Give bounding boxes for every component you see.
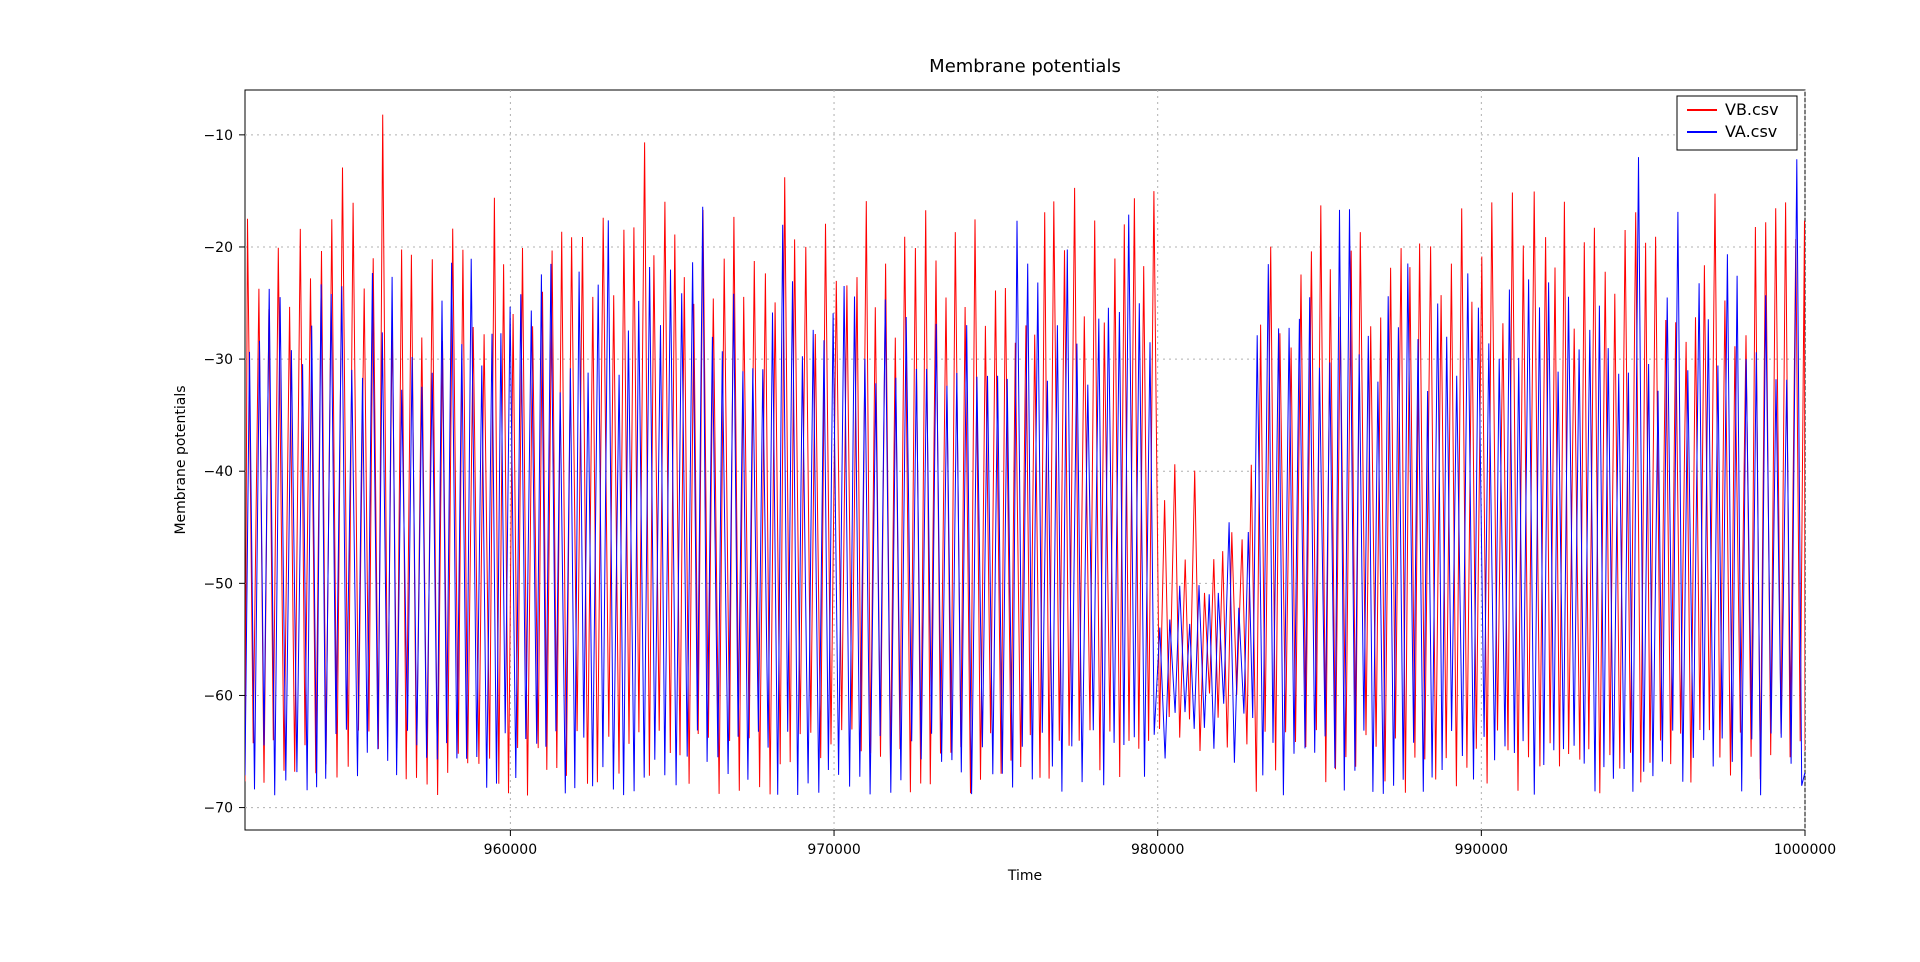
chart-title: Membrane potentials <box>929 56 1121 77</box>
y-tick-label: −10 <box>203 128 233 144</box>
y-tick-label: −60 <box>203 688 233 704</box>
x-tick-label: 960000 <box>484 842 537 858</box>
x-tick-label: 990000 <box>1455 842 1508 858</box>
chart-svg: 960000 970000 980000 990000 1000000 −70 −60 −50… <box>0 0 1920 962</box>
x-tick-label: 980000 <box>1131 842 1184 858</box>
y-tick-label: −20 <box>203 240 233 256</box>
y-axis-label: Membrane potentials <box>173 385 189 534</box>
y-tick-label: −30 <box>203 352 233 368</box>
legend-label: VB.csv <box>1725 100 1779 119</box>
y-tick-label: −40 <box>203 464 233 480</box>
x-tick-label: 1000000 <box>1774 842 1836 858</box>
y-tick-label: −70 <box>203 801 233 817</box>
y-tick-label: −50 <box>203 576 233 592</box>
x-axis-label: Time <box>1007 868 1042 884</box>
legend: VB.csv VA.csv <box>1677 96 1797 150</box>
membrane-potentials-chart: 960000 970000 980000 990000 1000000 −70 −60 −50… <box>0 0 1920 962</box>
legend-label: VA.csv <box>1725 122 1777 141</box>
x-tick-label: 970000 <box>807 842 860 858</box>
